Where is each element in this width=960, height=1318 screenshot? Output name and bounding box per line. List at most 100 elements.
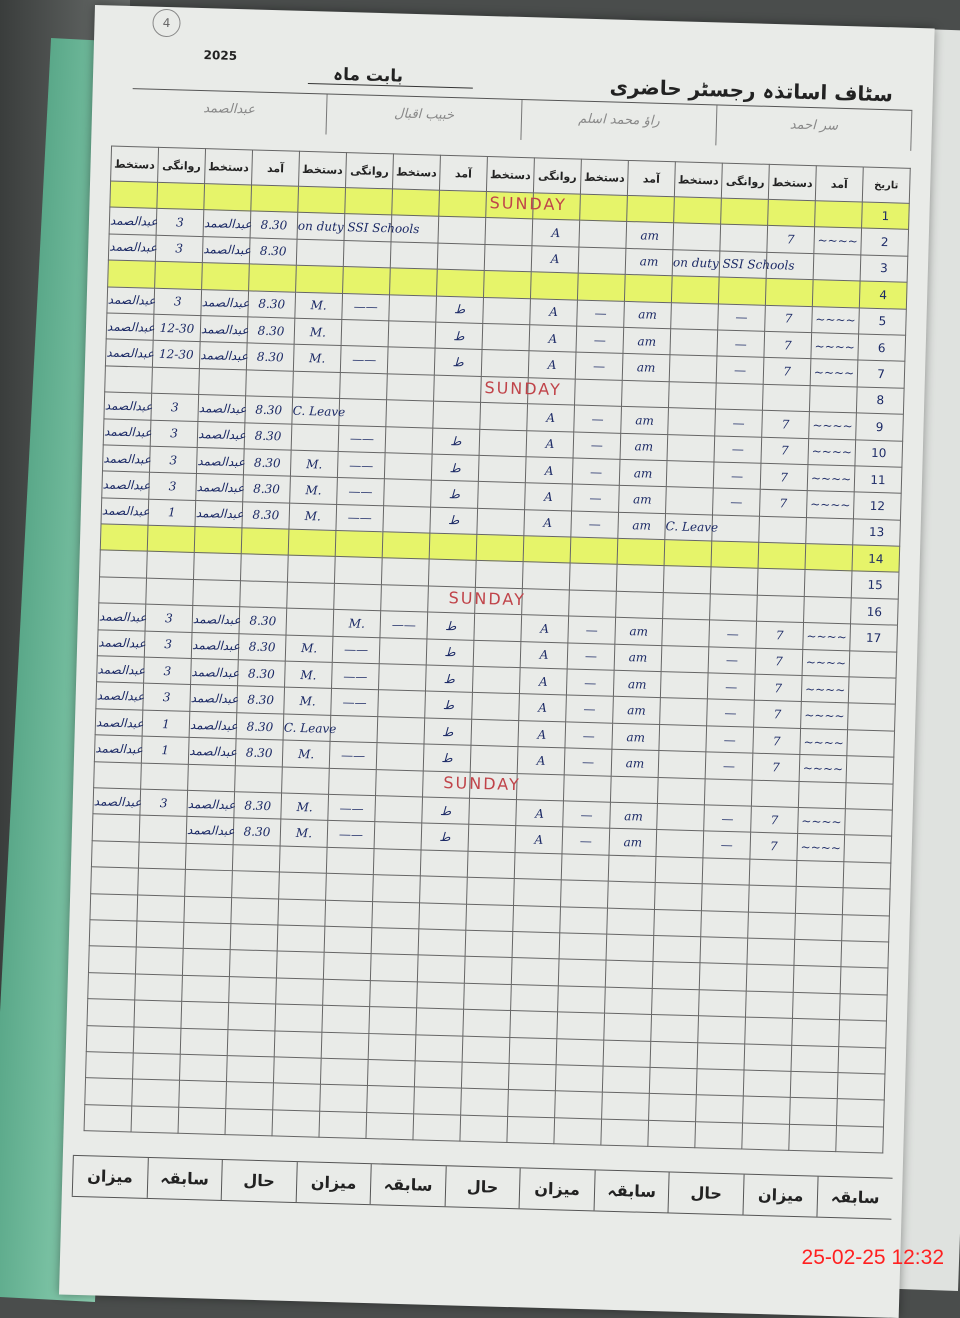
attendance-cell: — bbox=[702, 831, 751, 859]
attendance-cell: 8.30 bbox=[233, 791, 282, 820]
attendance-cell: A bbox=[518, 694, 567, 722]
attendance-cell: عبدالصمد bbox=[94, 734, 143, 763]
attendance-cell: عبدالصمد bbox=[199, 341, 248, 370]
attendance-cell bbox=[554, 1091, 603, 1119]
attendance-cell: 3 bbox=[142, 683, 191, 712]
attendance-cell bbox=[795, 886, 844, 915]
attendance-cell bbox=[334, 556, 383, 585]
attendance-cell bbox=[328, 767, 377, 796]
attendance-cell: A bbox=[531, 245, 579, 274]
attendance-cell bbox=[107, 260, 156, 288]
attendance-cell bbox=[513, 878, 562, 907]
attendance-cell bbox=[473, 613, 522, 642]
attendance-cell bbox=[234, 765, 283, 794]
date-cell bbox=[840, 940, 889, 969]
attendance-cell bbox=[751, 779, 800, 808]
staff-name: خبیب اقبال bbox=[326, 94, 523, 140]
attendance-cell: — bbox=[575, 326, 624, 354]
attendance-cell bbox=[201, 262, 250, 291]
footer-label: حال bbox=[220, 1159, 297, 1203]
attendance-cell bbox=[702, 857, 750, 886]
attendance-cell bbox=[607, 881, 656, 910]
attendance-cell bbox=[653, 909, 702, 937]
attendance-cell bbox=[510, 984, 559, 1012]
attendance-cell bbox=[483, 270, 532, 299]
attendance-cell bbox=[650, 1014, 699, 1043]
attendance-cell: عبدالصمد bbox=[188, 737, 237, 766]
attendance-cell bbox=[743, 1069, 792, 1098]
attendance-cell bbox=[744, 1043, 792, 1072]
attendance-cell bbox=[718, 277, 767, 305]
attendance-cell bbox=[104, 365, 153, 394]
attendance-cell bbox=[527, 377, 576, 406]
attendance-cell bbox=[805, 543, 853, 572]
date-cell: 1 bbox=[861, 202, 910, 230]
attendance-cell: عبدالصمد bbox=[101, 497, 150, 526]
attendance-cell bbox=[560, 880, 609, 908]
attendance-cell bbox=[471, 692, 520, 721]
attendance-cell bbox=[477, 481, 526, 510]
attendance-cell: on duty SSI Schools bbox=[672, 249, 795, 278]
attendance-cell bbox=[374, 822, 422, 850]
attendance-cell bbox=[227, 1029, 275, 1057]
attendance-cell bbox=[790, 1071, 838, 1099]
attendance-cell: A bbox=[525, 456, 574, 485]
attendance-cell bbox=[139, 815, 187, 844]
attendance-cell: — bbox=[703, 804, 752, 833]
attendance-cell bbox=[178, 1080, 227, 1109]
attendance-cell: — bbox=[565, 695, 614, 724]
attendance-cell bbox=[466, 877, 515, 906]
attendance-cell bbox=[788, 1124, 837, 1152]
date-cell: 12 bbox=[853, 492, 902, 520]
attendance-cell: 7 bbox=[764, 304, 813, 333]
attendance-cell bbox=[378, 663, 427, 692]
attendance-cell bbox=[649, 1067, 698, 1095]
attendance-cell bbox=[377, 716, 425, 745]
staff-name: راؤ محمد اسلم bbox=[521, 99, 718, 146]
attendance-cell bbox=[412, 1113, 461, 1142]
attendance-cell bbox=[813, 253, 861, 282]
attendance-cell: ~~~~ bbox=[799, 728, 848, 756]
attendance-cell bbox=[460, 1088, 509, 1117]
attendance-cell: ~~~~ bbox=[799, 754, 847, 783]
attendance-cell bbox=[385, 399, 434, 428]
attendance-cell bbox=[652, 961, 700, 990]
footer-label: سابقہ bbox=[593, 1170, 670, 1213]
attendance-cell: — bbox=[716, 329, 765, 358]
attendance-cell bbox=[377, 690, 426, 718]
attendance-cell: 3 bbox=[143, 657, 192, 685]
date-cell: 9 bbox=[855, 413, 904, 441]
attendance-cell bbox=[138, 841, 187, 870]
attendance-cell bbox=[704, 778, 753, 807]
attendance-cell: 8.30 bbox=[236, 712, 284, 741]
attendance-cell bbox=[658, 724, 707, 753]
date-cell: 2 bbox=[860, 228, 909, 257]
attendance-cell bbox=[697, 1015, 746, 1044]
attendance-cell bbox=[193, 552, 242, 581]
attendance-cell bbox=[371, 901, 420, 929]
attendance-cell: 7 bbox=[752, 753, 800, 782]
attendance-cell bbox=[615, 591, 664, 619]
attendance-cell bbox=[388, 294, 437, 323]
attendance-cell bbox=[230, 923, 278, 952]
attendance-cell: ~~~~ bbox=[802, 622, 851, 651]
attendance-cell: عبدالصمد bbox=[98, 603, 147, 631]
attendance-cell bbox=[89, 893, 138, 921]
attendance-cell: 7 bbox=[763, 331, 812, 359]
attendance-cell: عبدالصمد bbox=[96, 655, 145, 684]
attendance-cell bbox=[239, 580, 288, 609]
attendance-cell: ~~~~ bbox=[807, 438, 856, 466]
attendance-cell bbox=[791, 1018, 840, 1047]
attendance-cell bbox=[654, 882, 703, 911]
attendance-cell bbox=[804, 570, 852, 598]
date-cell bbox=[840, 967, 888, 995]
attendance-cell bbox=[668, 381, 717, 410]
attendance-cell: 3 bbox=[144, 630, 193, 659]
attendance-cell: ط bbox=[423, 744, 471, 772]
attendance-cell bbox=[650, 1040, 698, 1069]
attendance-cell: 12-30 bbox=[153, 314, 201, 342]
attendance-cell: 8.30 bbox=[236, 686, 285, 714]
attendance-cell: —— bbox=[329, 741, 378, 770]
attendance-cell bbox=[694, 1121, 743, 1150]
attendance-cell bbox=[154, 261, 203, 290]
